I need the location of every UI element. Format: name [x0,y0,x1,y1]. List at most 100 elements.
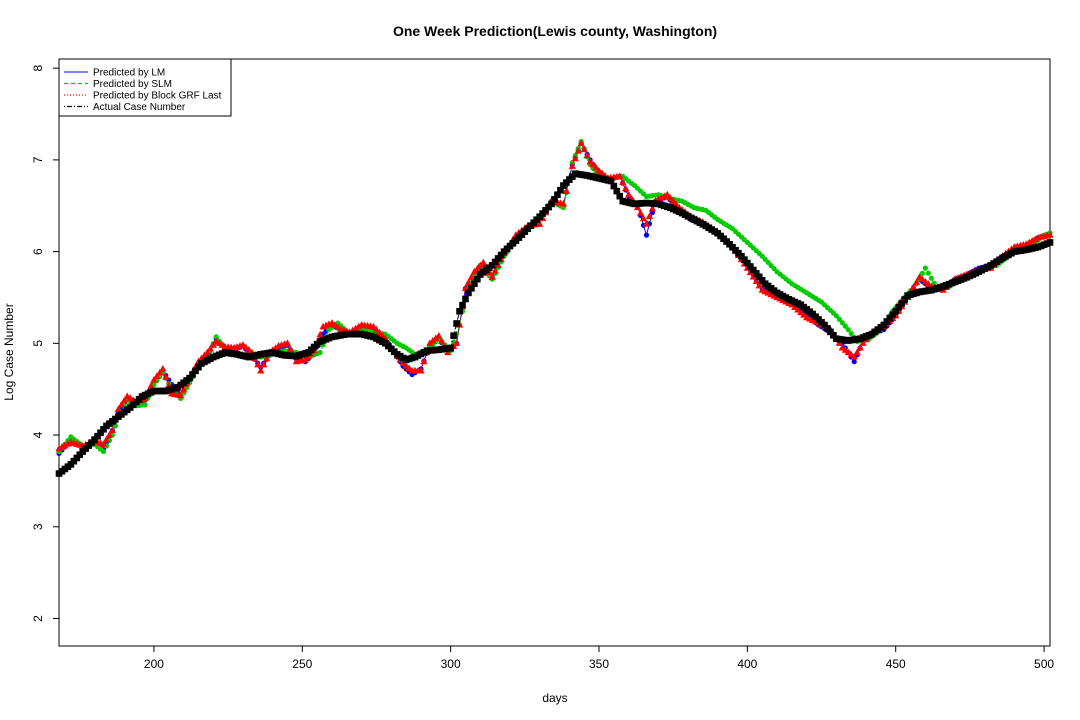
slm-point [836,316,842,322]
grf-point [1046,231,1054,238]
grf-point [108,426,117,434]
grf-point [648,204,657,212]
grf-point [263,354,271,362]
grf-point [642,220,651,227]
slm-point [845,326,851,333]
actual-point [189,371,196,378]
grf-point [417,366,425,374]
actual-point [747,263,754,270]
actual-point [195,363,202,371]
grf-point [283,339,292,346]
actual-point [471,280,478,288]
actual-point [892,307,900,315]
grf-point [316,330,324,338]
legend-label-grf: Predicted by Block GRF Last [93,91,222,102]
actual-point [459,301,466,309]
grf-point [622,184,630,192]
grf-point [755,281,763,289]
slm-point [833,313,839,319]
grf-point [568,162,576,169]
actual-point [752,270,760,277]
actual-point [456,307,463,315]
actual-point [488,262,496,269]
grf-point [639,214,648,222]
actual-point [895,304,902,311]
grf-point [180,385,188,393]
grf-point [117,401,125,408]
grf-point [372,325,381,333]
actual-point [607,177,615,185]
y-tick-label: 8 [31,65,45,72]
grf-point [625,190,633,198]
grf-point [577,139,585,146]
grf-point [909,283,918,290]
grf-point [562,187,570,194]
grf-point [592,163,600,171]
grf-point [105,431,114,438]
grf-point [467,273,476,280]
grf-point [589,160,597,168]
actual-point [758,276,766,284]
x-axis-label: days [542,691,567,705]
actual-point [898,300,905,307]
grf-point [177,391,185,399]
grf-point [536,220,544,227]
grf-point [153,372,161,379]
actual-point [554,191,561,199]
grf-point [619,178,627,186]
grf-point [636,209,645,216]
grf-point [571,154,579,162]
actual-point [462,295,469,303]
x-axis: 200 250 300 350 400 450 500 [144,646,1054,671]
grf-point [209,341,217,348]
grf-point [645,212,654,220]
grf-point [586,157,594,165]
actual-point [450,332,457,339]
grf-point [580,145,588,153]
x-tick-label: 450 [886,657,906,671]
actual-point [97,429,104,437]
actual-point [610,182,618,190]
actual-point [824,325,831,332]
grf-point [672,200,680,207]
actual-point [821,321,828,329]
grf-point [461,284,470,291]
grf-point [583,151,591,159]
legend: Predicted by LM Predicted by SLM Predict… [58,58,232,117]
actual-point [474,275,481,283]
grf-point [663,190,671,198]
actual-point [880,321,888,329]
actual-point [901,296,908,303]
actual-point [616,192,624,200]
actual-point [497,251,505,259]
grf-point [156,368,164,376]
chart-title: One Week Prediction(Lewis county, Washin… [393,23,717,39]
grf-point [257,366,265,374]
actual-point [889,311,897,318]
y-tick-label: 7 [31,156,45,163]
grf-point [859,339,867,346]
y-tick-label: 2 [31,615,45,622]
y-tick-label: 5 [31,340,45,347]
y-axis-label: Log Case Number [2,303,16,400]
x-tick-label: 400 [737,657,757,671]
grf-point [147,382,155,389]
actual-point [186,374,193,382]
slm-point [931,280,937,286]
actual-point [91,436,98,443]
slm-point [922,265,928,271]
grf-point [352,324,360,332]
actual-point [491,258,499,266]
grf-point [752,277,760,284]
slm-point [142,402,148,408]
grf-point [99,440,108,447]
grf-point [452,339,461,346]
actual-point [447,344,454,352]
grf-point [912,278,921,285]
slm-point [848,330,854,337]
grf-point [254,360,262,368]
actual-point [1046,239,1054,246]
grf-point [260,360,268,368]
slm-point [839,320,845,326]
grf-point [120,396,128,404]
